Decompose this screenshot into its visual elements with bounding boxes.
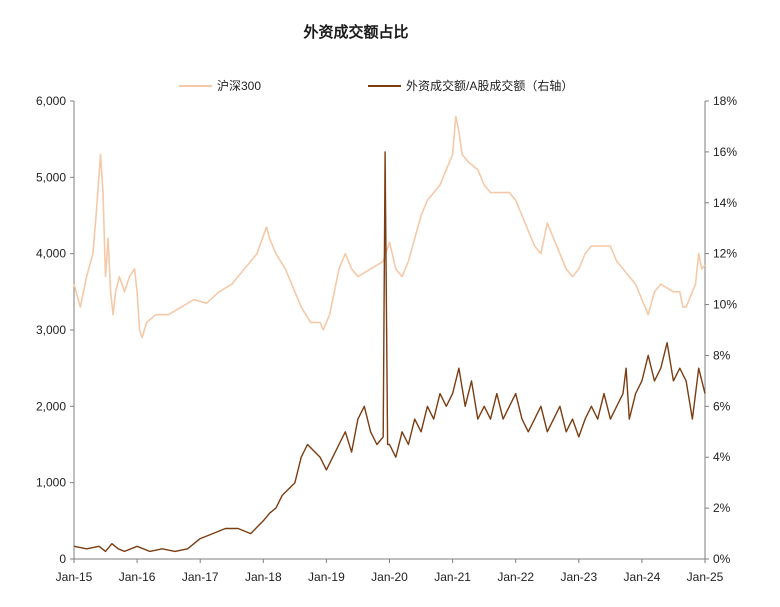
series-layer: [73, 115, 706, 553]
y-right-tick-label: 8%: [713, 348, 731, 362]
y-left-tick-label: 3,000: [36, 323, 66, 337]
x-tick-label: Jan-22: [497, 570, 534, 584]
axes: 0 1,000 2,000 3,000 4,000 5,000 6,000 0% 2% 4% 6% 8…: [36, 94, 737, 584]
y-left-tick-label: 6,000: [36, 94, 66, 108]
y-right-tick-label: 4%: [713, 450, 731, 464]
x-tick-label: Jan-24: [624, 570, 661, 584]
y-right-tick-label: 0%: [713, 552, 731, 566]
x-tick-label: Jan-18: [245, 570, 282, 584]
y-left-tick-label: 0: [59, 552, 66, 566]
x-tick-label: Jan-15: [56, 570, 93, 584]
legend-label-hs300: 沪深300: [217, 79, 261, 93]
x-tick-label: Jan-23: [560, 570, 597, 584]
chart-title: 外资成交额占比: [302, 23, 408, 41]
x-tick-label: Jan-20: [371, 570, 408, 584]
y-right-tick-label: 2%: [713, 501, 731, 515]
legend-label-foreign-share: 外资成交额/A股成交额（右轴）: [406, 78, 573, 93]
y-left-tick-label: 4,000: [36, 247, 66, 261]
x-tick-label: Jan-21: [434, 570, 471, 584]
series-line-foreign-share: [73, 151, 706, 553]
series-line-hs300: [73, 115, 706, 339]
x-tick-label: Jan-16: [119, 570, 156, 584]
y-right-tick-label: 10%: [713, 298, 737, 312]
x-tick-label: Jan-17: [182, 570, 219, 584]
y-left-tick-label: 5,000: [36, 170, 66, 184]
y-right-tick-label: 18%: [713, 94, 737, 108]
y-right-tick-label: 14%: [713, 196, 737, 210]
x-tick-label: Jan-19: [308, 570, 345, 584]
y-left-tick-label: 1,000: [36, 476, 66, 490]
y-right-tick-label: 12%: [713, 247, 737, 261]
y-left-tick-label: 2,000: [36, 399, 66, 413]
legend: 沪深300 外资成交额/A股成交额（右轴）: [179, 78, 573, 93]
y-right-tick-label: 16%: [713, 145, 737, 159]
x-tick-label: Jan-25: [687, 570, 724, 584]
y-right-tick-label: 6%: [713, 399, 731, 413]
